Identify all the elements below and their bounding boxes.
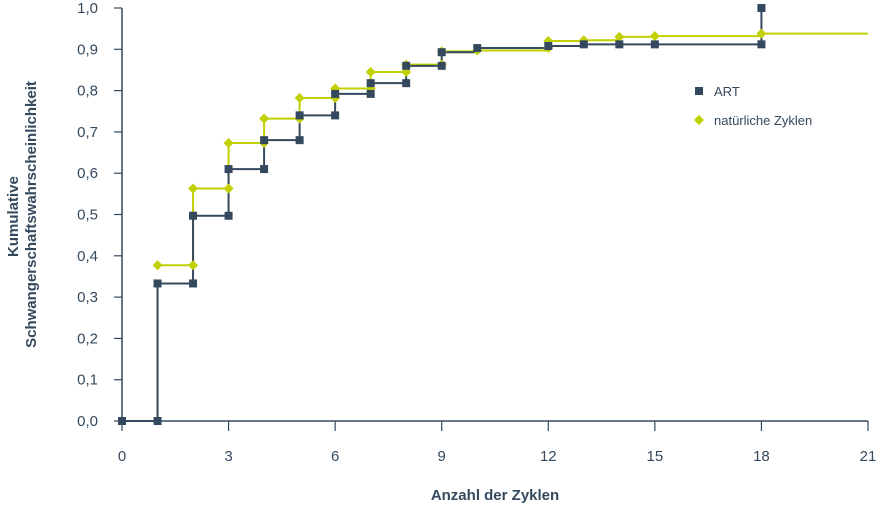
data-point (615, 40, 624, 49)
x-tick-label: 3 (224, 448, 232, 465)
legend-marker (695, 87, 703, 95)
data-point (189, 211, 198, 220)
data-point (757, 4, 766, 12)
series-layer (118, 4, 868, 425)
data-point (579, 40, 588, 49)
data-point (331, 111, 340, 120)
x-tick-label: 21 (860, 448, 877, 465)
y-axis-title-line-2: Schwangerschaftswahrscheinlichkeit (23, 81, 40, 348)
y-tick-label: 0,4 (77, 248, 98, 265)
data-point (259, 113, 270, 124)
y-tick-label: 0,8 (77, 83, 98, 100)
data-point (224, 165, 233, 174)
y-axis-title: Kumulative Schwangerschaftswahrscheinlic… (5, 81, 40, 348)
x-tick-label: 18 (753, 448, 770, 465)
data-point (295, 111, 304, 120)
data-point (473, 44, 482, 53)
series-line (122, 8, 763, 422)
data-point (295, 136, 304, 145)
y-tick-label: 0,5 (77, 207, 98, 224)
data-point (188, 260, 199, 271)
data-point (402, 61, 411, 70)
axes: 0 3 6 9 12 15 18 21 0,0 0,1 0,2 0,3 0,4 0,5 0,6 0,7 0,8 0… (77, 0, 876, 465)
data-point (118, 417, 126, 425)
data-point (757, 40, 766, 49)
x-tick-label: 6 (331, 448, 339, 465)
y-axis-title-line-1: Kumulative (5, 176, 22, 257)
data-point (402, 79, 411, 88)
x-tick-label: 9 (438, 448, 446, 465)
y-tick-label: 0,0 (77, 413, 98, 430)
x-tick-label: 12 (540, 448, 557, 465)
data-point (223, 138, 234, 149)
legend-label: natürliche Zyklen (714, 113, 812, 128)
x-tick-label: 15 (647, 448, 664, 465)
data-point (224, 211, 233, 220)
series-art (122, 8, 763, 422)
series-markers-art (118, 4, 766, 425)
data-point (153, 417, 162, 425)
legend-marker (694, 115, 704, 125)
y-tick-label: 0,3 (77, 289, 98, 306)
data-point (437, 61, 446, 70)
data-point (223, 183, 234, 194)
data-point (544, 41, 553, 50)
data-point (189, 279, 198, 288)
legend-item-art: ART (695, 84, 740, 99)
y-tick-label: 0,1 (77, 372, 98, 389)
data-point (152, 260, 163, 271)
x-tick-label: 0 (118, 448, 126, 465)
y-tick-label: 0,7 (77, 124, 98, 141)
data-point (188, 183, 199, 194)
data-point (365, 67, 376, 78)
data-point (260, 136, 269, 145)
data-point (649, 31, 660, 42)
data-point (437, 48, 446, 57)
legend: ART natürliche Zyklen (694, 84, 812, 128)
data-point (366, 79, 375, 88)
y-tick-label: 0,9 (77, 41, 98, 58)
data-point (331, 89, 340, 98)
x-axis-title: Anzahl der Zyklen (431, 487, 559, 504)
y-tick-label: 1,0 (77, 0, 98, 17)
data-point (294, 93, 305, 104)
data-point (153, 279, 162, 288)
series-markers-natural-cycles (152, 28, 767, 271)
data-point (366, 89, 375, 98)
data-point (756, 28, 767, 39)
data-point (650, 40, 659, 49)
legend-item-natural-cycles: natürliche Zyklen (694, 113, 812, 128)
y-tick-label: 0,6 (77, 165, 98, 182)
y-tick-label: 0,2 (77, 330, 98, 347)
legend-label: ART (714, 84, 740, 99)
data-point (260, 165, 269, 174)
data-point (614, 31, 625, 42)
